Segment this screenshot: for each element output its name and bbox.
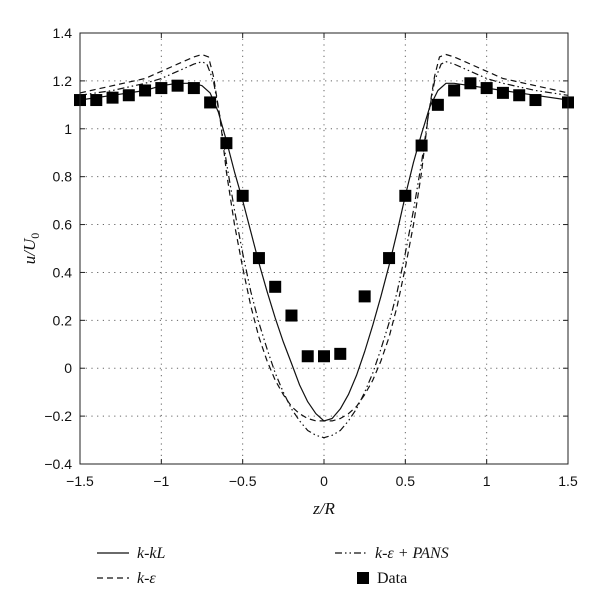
legend-label: Data bbox=[377, 570, 407, 587]
data-point bbox=[155, 82, 168, 95]
data-point bbox=[464, 77, 477, 90]
series-line-dashed bbox=[79, 53, 569, 422]
x-tick-label: −1.5 bbox=[66, 473, 94, 489]
x-tick-label: 0 bbox=[320, 473, 328, 489]
data-point bbox=[399, 189, 412, 202]
data-point bbox=[139, 84, 152, 97]
legend-swatch bbox=[357, 572, 369, 584]
x-tick-label: 1.5 bbox=[558, 473, 578, 489]
legend-label: k-ε bbox=[137, 570, 156, 587]
data-point bbox=[269, 280, 282, 293]
ticks bbox=[79, 32, 569, 465]
y-tick-label: 0 bbox=[64, 360, 72, 376]
legend: k-kL k-ε k-ε + PANS Data bbox=[97, 545, 449, 587]
data-point bbox=[220, 137, 233, 150]
y-axis-title: u/U0 bbox=[20, 233, 42, 265]
y-axis-title-main: u/U bbox=[20, 237, 39, 264]
data-markers bbox=[74, 77, 574, 363]
plot-series bbox=[79, 53, 569, 439]
data-point bbox=[106, 91, 119, 104]
data-point bbox=[358, 290, 371, 303]
data-point bbox=[122, 89, 135, 102]
data-point bbox=[431, 98, 444, 111]
x-axis-title: z/R bbox=[312, 499, 335, 518]
data-point bbox=[383, 252, 396, 265]
data-point bbox=[285, 309, 298, 322]
data-point bbox=[415, 139, 428, 152]
y-tick-label: 0.4 bbox=[53, 264, 73, 280]
data-point bbox=[480, 82, 493, 95]
x-tick-label: −0.5 bbox=[229, 473, 257, 489]
data-point bbox=[187, 82, 200, 95]
y-tick-label: −0.2 bbox=[44, 408, 72, 424]
grid bbox=[80, 33, 568, 464]
y-tick-label: 0.8 bbox=[53, 169, 73, 185]
data-point bbox=[236, 189, 249, 202]
y-tick-label: 1 bbox=[64, 121, 72, 137]
x-tick-label: −1 bbox=[153, 473, 169, 489]
y-tick-label: −0.4 bbox=[44, 456, 72, 472]
data-point bbox=[252, 252, 265, 265]
data-point bbox=[334, 347, 347, 360]
data-point bbox=[529, 94, 542, 107]
x-tick-label: 1 bbox=[483, 473, 491, 489]
data-point bbox=[301, 350, 314, 363]
data-point bbox=[204, 96, 217, 109]
data-point bbox=[448, 84, 461, 97]
y-tick-label: 0.6 bbox=[53, 217, 73, 233]
series-line-dashdotdot bbox=[79, 61, 569, 439]
tick-labels: −1.5 −1 −0.5 0 0.5 1 1.5 −0.4 −0.2 0 0.2 0.4 0.6 0.8 1… bbox=[44, 25, 578, 489]
data-point bbox=[496, 86, 509, 99]
y-tick-label: 1.4 bbox=[53, 25, 73, 41]
legend-label: k-ε + PANS bbox=[375, 545, 449, 562]
data-point bbox=[90, 94, 103, 107]
y-tick-label: 1.2 bbox=[53, 73, 73, 89]
y-tick-label: 0.2 bbox=[53, 312, 73, 328]
y-axis-title-subscript: 0 bbox=[28, 233, 42, 239]
data-point bbox=[318, 350, 330, 363]
data-point bbox=[171, 79, 184, 92]
x-tick-label: 0.5 bbox=[396, 473, 416, 489]
legend-label: k-kL bbox=[137, 545, 166, 562]
data-point bbox=[513, 89, 526, 102]
